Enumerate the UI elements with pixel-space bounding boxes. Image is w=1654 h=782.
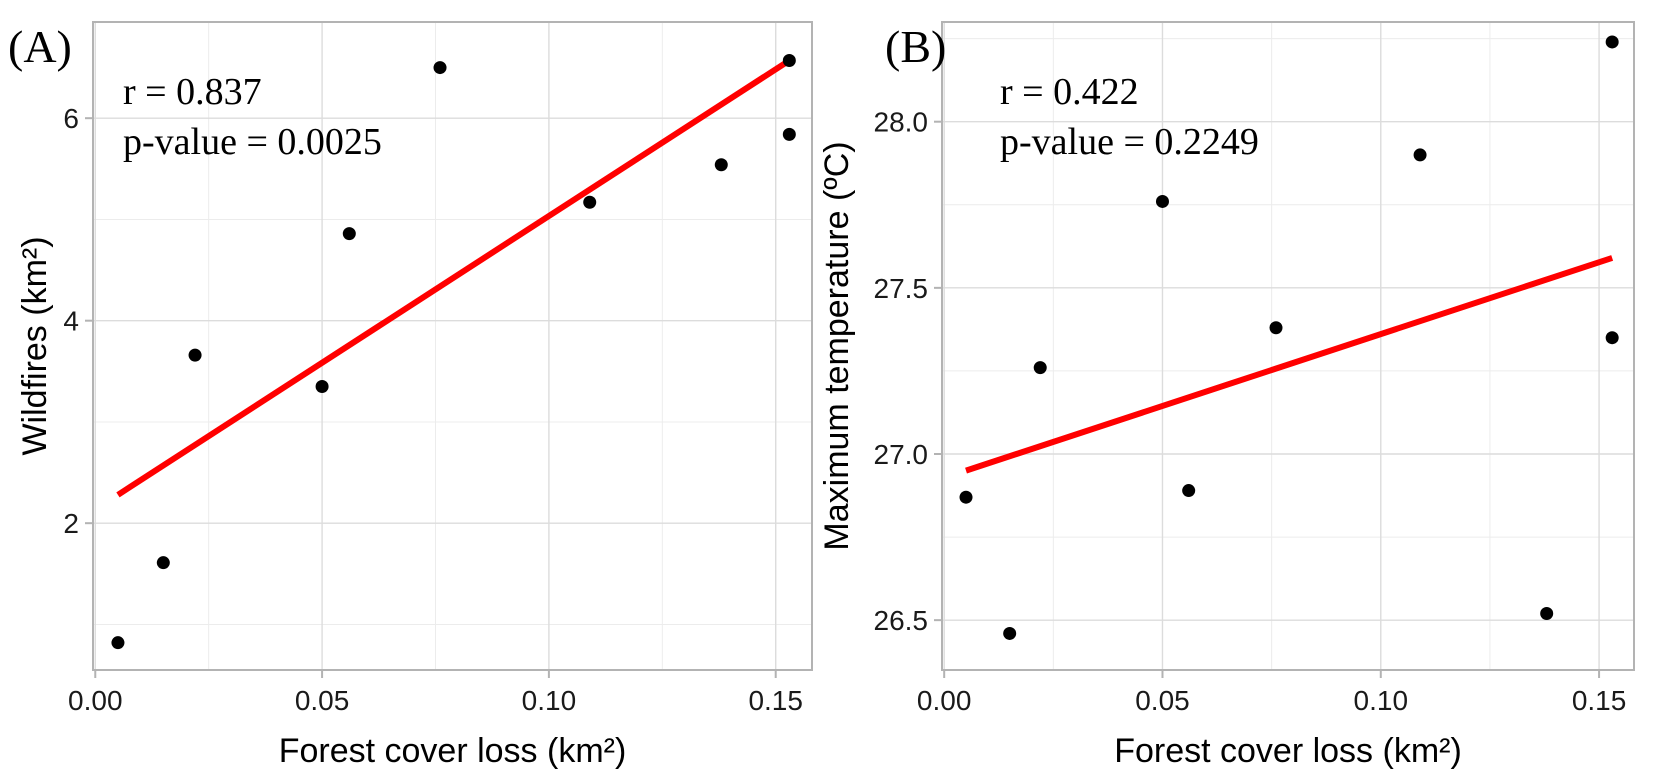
panel-b-y-tick-label: 28.0 — [874, 107, 929, 138]
panel-a-y-axis-title: Wildfires (km²) — [16, 236, 54, 455]
panel-a-data-point — [782, 53, 796, 67]
panel-b-points — [959, 35, 1619, 640]
panel-b-y-axis-title: Maximum temperature (ºC) — [818, 141, 856, 550]
panel-a-p-value: p-value = 0.0025 — [123, 121, 382, 163]
panel-a-points — [111, 53, 796, 650]
panel-b-data-point — [1413, 148, 1427, 162]
panel-a-x-tick-label: 0.10 — [522, 685, 577, 716]
panel-a-ticks: 0.00 0.05 0.10 0.15 2 4 6 — [63, 103, 803, 716]
panel-a-y-tick-label: 2 — [63, 508, 79, 539]
panel-a-x-tick-label: 0.15 — [748, 685, 803, 716]
panel-a: 0.00 0.05 0.10 0.15 2 4 6 (A) r = 0.837 p-valu… — [8, 21, 813, 770]
panel-b-data-point — [1033, 361, 1047, 375]
panel-b-data-point — [1605, 331, 1619, 345]
panel-b-p-value: p-value = 0.2249 — [1000, 121, 1259, 163]
panel-b-ticks: 0.00 0.05 0.10 0.15 26.5 27.0 27.5 28.0 — [874, 107, 1627, 716]
panel-b-regression — [965, 255, 1614, 474]
panel-a-y-tick-label: 4 — [63, 306, 79, 337]
panel-b-grid — [942, 22, 1634, 670]
panel-a-y-tick-label: 6 — [63, 103, 79, 134]
panel-b-y-tick-label: 27.5 — [874, 273, 929, 304]
panel-a-data-point — [315, 380, 329, 393]
panel-b-data-point — [1155, 194, 1169, 208]
panel-a-label: (A) — [8, 21, 72, 72]
panel-a-x-tick-label: 0.00 — [68, 685, 123, 716]
panel-a-plot-frame — [92, 21, 813, 671]
panel-a-data-point — [111, 636, 125, 650]
panel-a-x-tick-label: 0.05 — [295, 685, 350, 716]
panel-b-data-point — [1269, 321, 1283, 335]
panel-a-regression-line — [116, 57, 791, 498]
panel-b-y-tick-label: 26.5 — [874, 605, 929, 636]
panel-b-label: (B) — [885, 21, 946, 72]
panel-b-y-tick-label: 27.0 — [874, 439, 929, 470]
panel-b-x-axis-title: Forest cover loss (km²) — [1114, 732, 1462, 770]
panel-b-x-tick-label: 0.15 — [1572, 685, 1627, 716]
panel-a-data-point — [433, 61, 447, 75]
panel-b-r-value: r = 0.422 — [1000, 71, 1139, 113]
panel-b: 0.00 0.05 0.10 0.15 26.5 27.0 27.5 28.0 (B) r =… — [818, 21, 1635, 770]
panel-a-data-point — [583, 195, 597, 209]
panel-b-data-point — [1182, 484, 1196, 498]
panel-b-data-point — [959, 490, 973, 504]
panel-a-data-point — [782, 127, 796, 141]
panel-a-data-point — [714, 158, 728, 172]
panel-a-x-axis-title: Forest cover loss (km²) — [279, 732, 627, 770]
panel-b-x-tick-label: 0.05 — [1135, 685, 1190, 716]
panel-a-data-point — [188, 348, 202, 362]
panel-b-plot-frame — [941, 21, 1635, 671]
panel-a-data-point — [156, 556, 170, 570]
panel-b-data-point — [1003, 626, 1017, 640]
panel-a-data-point — [342, 227, 356, 241]
panel-a-regression — [116, 57, 791, 498]
panel-a-grid — [93, 22, 812, 670]
panel-b-data-point — [1540, 607, 1554, 621]
panel-a-r-value: r = 0.837 — [123, 71, 262, 113]
panel-b-x-tick-label: 0.10 — [1354, 685, 1409, 716]
panel-b-data-point — [1605, 35, 1619, 49]
panel-b-regression-line — [965, 255, 1614, 474]
panel-b-x-tick-label: 0.00 — [917, 685, 972, 716]
